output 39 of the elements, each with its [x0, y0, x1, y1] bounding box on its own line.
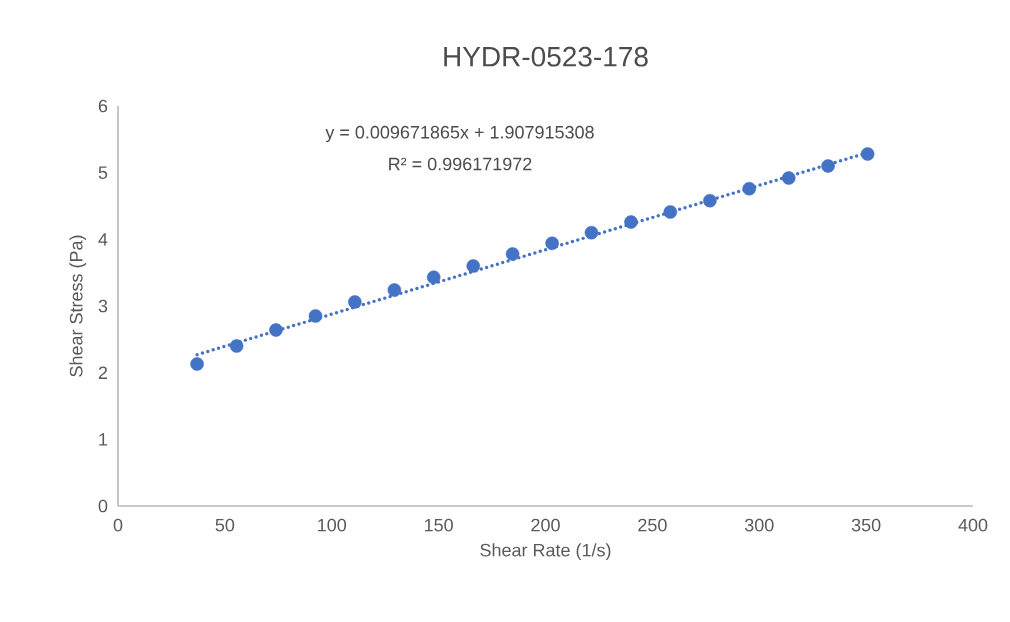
point: [190, 357, 204, 371]
point: [663, 205, 678, 219]
annotation: y = 0.009671865x + 1.907915308: [325, 125, 594, 143]
point: [624, 215, 638, 229]
y-tick-label: 3: [98, 299, 108, 313]
point: [742, 181, 756, 196]
point: [426, 270, 441, 285]
x-tick-label: 350: [851, 518, 881, 532]
point: [781, 171, 796, 185]
y-axis-title: Shear Stress (Pa): [69, 235, 87, 377]
x-tick-label: 0: [113, 518, 123, 532]
point: [584, 225, 599, 240]
y-tick-label: 0: [98, 499, 108, 513]
point: [860, 147, 875, 161]
point: [348, 295, 362, 309]
x-tick-label: 150: [424, 518, 453, 532]
point: [387, 283, 402, 297]
x-axis-title: Shear Rate (1/s): [480, 543, 611, 561]
x-tick-label: 100: [318, 518, 347, 532]
point: [308, 309, 323, 323]
x-tick-label: 200: [531, 518, 560, 532]
x-tick-label: 250: [638, 518, 667, 532]
x-tick-label: 400: [958, 518, 988, 532]
point: [821, 159, 835, 173]
point: [703, 193, 717, 208]
chart-title: HYDR-0523-178: [444, 46, 648, 67]
y-tick-label: 1: [99, 433, 108, 446]
x-tick-label: 50: [215, 518, 235, 532]
point: [229, 339, 244, 353]
y-tick-label: 5: [98, 166, 108, 179]
y-tick-label: 6: [98, 99, 108, 113]
point: [545, 236, 559, 251]
point: [466, 259, 481, 273]
point: [505, 247, 520, 261]
y-tick-label: 4: [98, 233, 108, 246]
annotation: R² = 0.996171972: [389, 157, 532, 171]
y-tick-label: 2: [98, 366, 108, 379]
point: [269, 323, 283, 337]
x-tick-label: 300: [744, 518, 774, 532]
